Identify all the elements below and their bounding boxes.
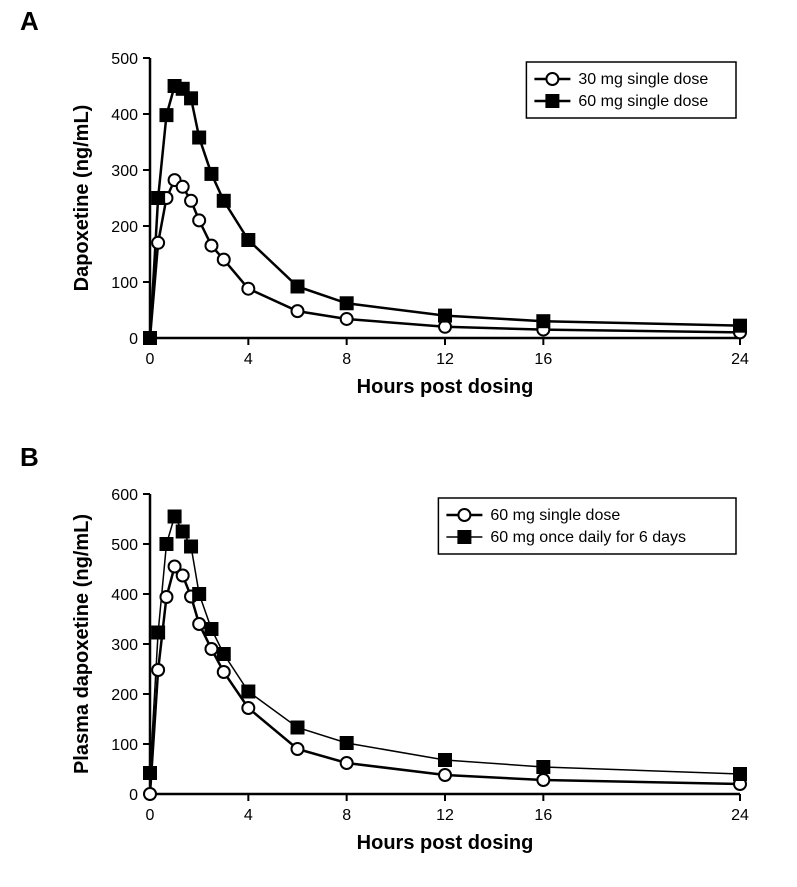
- y-tick-label: 300: [111, 163, 138, 180]
- x-axis-label: Hours post dosing: [357, 376, 534, 398]
- series-marker: [185, 541, 197, 553]
- x-tick-label: 8: [342, 351, 351, 368]
- x-tick-label: 12: [436, 351, 454, 368]
- y-tick-label: 100: [111, 275, 138, 292]
- y-tick-label: 600: [111, 487, 138, 504]
- chart-b: 0 100 200 300 400 500 600 0 4 8 12 16 24 Hours post d…: [60, 474, 760, 864]
- legend-label: 30 mg single dose: [578, 71, 708, 88]
- series-marker: [341, 757, 353, 769]
- series-marker: [242, 686, 254, 698]
- x-tick-label: 4: [244, 807, 253, 824]
- series-marker: [439, 754, 451, 766]
- series-marker: [185, 195, 197, 207]
- series-marker: [341, 313, 353, 325]
- x-tick-label: 8: [342, 807, 351, 824]
- series-marker: [144, 788, 156, 800]
- series-marker: [205, 240, 217, 252]
- y-tick-label: 0: [129, 787, 138, 804]
- series-marker: [218, 648, 230, 660]
- legend-sample-marker: [458, 509, 470, 521]
- y-tick-label: 400: [111, 107, 138, 124]
- series-marker: [152, 192, 164, 204]
- x-tick-label: 16: [534, 807, 552, 824]
- x-tick-label: 12: [436, 807, 454, 824]
- series-marker: [160, 538, 172, 550]
- x-tick-label: 4: [244, 351, 253, 368]
- series-marker: [292, 305, 304, 317]
- series-marker: [218, 195, 230, 207]
- y-tick-label: 0: [129, 331, 138, 348]
- series-marker: [537, 761, 549, 773]
- series-marker: [292, 743, 304, 755]
- series-marker: [341, 737, 353, 749]
- y-axis-label: Plasma dapoxetine (ng/mL): [71, 514, 93, 774]
- series-marker: [218, 666, 230, 678]
- series-marker: [152, 627, 164, 639]
- chart-a: 0 100 200 300 400 500 0 4 8 12 16 24 Hours post dosi…: [60, 38, 760, 408]
- series-marker: [169, 511, 181, 523]
- series-marker: [242, 702, 254, 714]
- series-marker: [160, 109, 172, 121]
- series-marker: [193, 618, 205, 630]
- series-marker: [734, 768, 746, 780]
- chart-svg: 0 100 200 300 400 500 600 0 4 8 12 16 24 Hours post d…: [60, 474, 760, 864]
- y-axis-label: Dapoxetine (ng/mL): [71, 105, 93, 292]
- series-marker: [177, 181, 189, 193]
- x-tick-label: 16: [534, 351, 552, 368]
- series-marker: [152, 237, 164, 249]
- x-axis-label: Hours post dosing: [357, 832, 534, 854]
- y-tick-label: 300: [111, 637, 138, 654]
- chart-svg: 0 100 200 300 400 500 0 4 8 12 16 24 Hours post dosi…: [60, 38, 760, 408]
- series-marker: [242, 234, 254, 246]
- series-marker: [160, 591, 172, 603]
- series-marker: [292, 722, 304, 734]
- series-marker: [439, 769, 451, 781]
- series-marker: [242, 283, 254, 295]
- y-tick-label: 500: [111, 537, 138, 554]
- series-marker: [537, 774, 549, 786]
- legend-label: 60 mg once daily for 6 days: [490, 529, 686, 546]
- y-tick-label: 100: [111, 737, 138, 754]
- series-marker: [537, 315, 549, 327]
- y-tick-label: 400: [111, 587, 138, 604]
- series-marker: [144, 332, 156, 344]
- legend-label: 60 mg single dose: [578, 93, 708, 110]
- series-marker: [144, 767, 156, 779]
- legend-sample-marker: [458, 531, 470, 543]
- panel-b-label: B: [20, 442, 39, 473]
- series-marker: [205, 623, 217, 635]
- y-tick-label: 500: [111, 51, 138, 68]
- series-marker: [185, 92, 197, 104]
- series-marker: [152, 664, 164, 676]
- series-marker: [193, 214, 205, 226]
- series-marker: [341, 297, 353, 309]
- x-tick-label: 24: [731, 807, 749, 824]
- series-marker: [193, 588, 205, 600]
- legend-label: 60 mg single dose: [490, 507, 620, 524]
- series-marker: [177, 570, 189, 582]
- legend-sample-marker: [546, 73, 558, 85]
- series-marker: [292, 280, 304, 292]
- series-marker: [205, 643, 217, 655]
- legend-sample-marker: [546, 95, 558, 107]
- page: A 0100200300400500048121624Hours post do…: [0, 0, 797, 887]
- y-tick-label: 200: [111, 219, 138, 236]
- series-marker: [734, 320, 746, 332]
- x-tick-label: 24: [731, 351, 749, 368]
- series-marker: [205, 168, 217, 180]
- series-marker: [193, 132, 205, 144]
- series-marker: [177, 526, 189, 538]
- y-tick-label: 200: [111, 687, 138, 704]
- series-marker: [439, 310, 451, 322]
- series-marker: [218, 254, 230, 266]
- x-tick-label: 0: [146, 351, 155, 368]
- x-tick-label: 0: [146, 807, 155, 824]
- panel-a-label: A: [20, 6, 39, 37]
